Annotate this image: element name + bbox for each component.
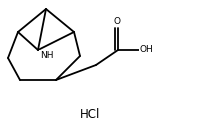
Text: HCl: HCl [80,109,100,121]
Text: OH: OH [140,46,154,55]
Text: O: O [113,17,120,26]
Text: NH: NH [40,51,54,60]
